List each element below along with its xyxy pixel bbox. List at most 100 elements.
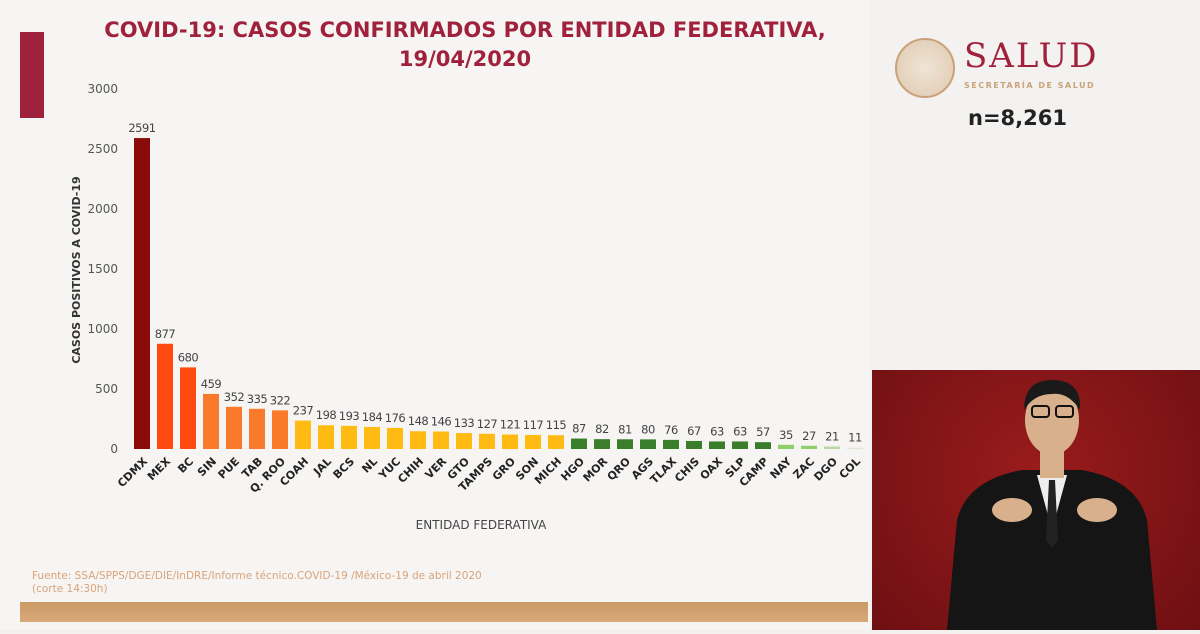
data-label: 237 (293, 404, 314, 418)
interpreter-figure (947, 380, 1157, 630)
bar-pue (226, 406, 242, 449)
x-tick-label: VER (423, 455, 450, 482)
x-tick-label: MEX (145, 455, 174, 484)
bar-tamps (479, 433, 495, 449)
data-label: 198 (316, 408, 337, 422)
x-tick-label: JAL (310, 455, 334, 479)
x-tick-label: GRO (490, 455, 518, 483)
data-label: 2591 (128, 121, 155, 135)
accent-bar (20, 32, 44, 118)
x-tick-label: CHIS (672, 455, 702, 485)
data-label: 27 (802, 429, 816, 443)
y-tick-label: 1000 (87, 322, 118, 336)
data-label: 81 (618, 422, 632, 436)
x-tick-label: MOR (581, 455, 611, 485)
slide: COVID-19: CASOS CONFIRMADOS POR ENTIDAD … (20, 18, 868, 622)
bar-chih (410, 431, 426, 449)
data-label: 115 (546, 418, 567, 432)
y-tick-label: 1500 (87, 262, 118, 276)
data-label: 184 (362, 410, 383, 424)
bar-oax (709, 441, 725, 449)
data-label: 121 (500, 417, 521, 431)
x-tick-label: QRO (605, 455, 633, 483)
chart-title: COVID-19: CASOS CONFIRMADOS POR ENTIDAD … (104, 18, 826, 71)
brand-name: SALUD (964, 36, 1099, 76)
x-tick-label: NAY (768, 454, 795, 481)
x-tick-label: BC (175, 455, 196, 476)
data-label: 176 (385, 411, 406, 425)
footer-bar (20, 602, 868, 622)
data-label: 322 (270, 393, 291, 407)
data-label: 193 (339, 409, 360, 423)
bar-gro (502, 434, 518, 449)
x-tick-label: BCS (331, 455, 358, 482)
bar-bc (180, 367, 196, 449)
x-tick-label: SIN (195, 455, 219, 479)
bar-chart: 0 500 1000 1500 2000 2500 3000 CASOS POSITIVOS … (70, 82, 863, 532)
total-cases: n=8,261 (968, 106, 1067, 130)
mexico-seal-logo (895, 38, 955, 98)
x-tick-label: CDMX (115, 455, 150, 490)
y-tick-label: 2000 (87, 202, 118, 216)
bar-slp (732, 441, 748, 449)
bar-mich (548, 435, 564, 449)
data-label: 459 (201, 377, 222, 391)
y-axis-label: CASOS POSITIVOS A COVID-19 (70, 176, 83, 363)
data-label: 80 (641, 422, 655, 436)
data-label: 67 (687, 424, 701, 438)
x-tick-label: MICH (532, 455, 564, 487)
y-tick-label: 3000 (87, 82, 118, 96)
data-label: 352 (224, 390, 245, 404)
brand-subtitle: SECRETARÍA DE SALUD (964, 81, 1096, 90)
bar-chis (686, 440, 702, 449)
bar-qroo (272, 410, 288, 449)
bar-sin (203, 393, 219, 449)
x-tick-label: PUE (216, 455, 243, 482)
bar-yuc (387, 427, 403, 449)
data-label: 133 (454, 416, 475, 430)
bar-bcs (341, 425, 357, 449)
bar-hgo (571, 438, 587, 449)
data-label: 680 (178, 350, 199, 364)
bar-coah (295, 420, 311, 449)
data-label: 76 (664, 423, 678, 437)
bar-ver (433, 431, 449, 449)
x-tick-label: OAX (697, 455, 725, 483)
x-tick-label: TLAX (648, 455, 680, 487)
y-tick-label: 500 (95, 382, 118, 396)
bar-zac (801, 445, 817, 449)
bar-mex (157, 343, 173, 449)
bar-mor (594, 439, 610, 449)
y-tick-label: 2500 (87, 142, 118, 156)
data-label: 335 (247, 392, 268, 406)
data-label: 87 (572, 422, 586, 436)
bar-dgo (824, 446, 840, 449)
x-tick-label: CHIH (395, 455, 426, 486)
bar-ags (640, 439, 656, 449)
data-label: 21 (825, 429, 839, 443)
data-label: 63 (733, 424, 747, 438)
x-tick-label: HGO (558, 455, 587, 484)
data-label: 35 (779, 428, 793, 442)
bar-jal (318, 425, 334, 449)
bar-nl (364, 426, 380, 449)
bar-son (525, 434, 541, 449)
y-tick-label: 0 (110, 442, 118, 456)
x-tick-label: COL (837, 455, 863, 481)
bar-col (847, 447, 863, 450)
bar-qro (617, 439, 633, 449)
bar-camp (755, 442, 771, 449)
x-tick-label: ZAC (791, 455, 818, 482)
data-label: 82 (595, 422, 609, 436)
data-label: 148 (408, 414, 429, 428)
source-note: Fuente: SSA/SPPS/DGE/DIE/InDRE/Informe t… (32, 570, 482, 595)
bar-gto (456, 433, 472, 449)
data-label: 127 (477, 417, 498, 431)
data-label: 146 (431, 414, 452, 428)
x-axis-label: ENTIDAD FEDERATIVA (416, 518, 547, 532)
bar-cdmx (134, 138, 150, 449)
data-label: 11 (848, 431, 862, 445)
data-label: 877 (155, 327, 176, 341)
data-label: 57 (756, 425, 770, 439)
data-label: 117 (523, 418, 544, 432)
